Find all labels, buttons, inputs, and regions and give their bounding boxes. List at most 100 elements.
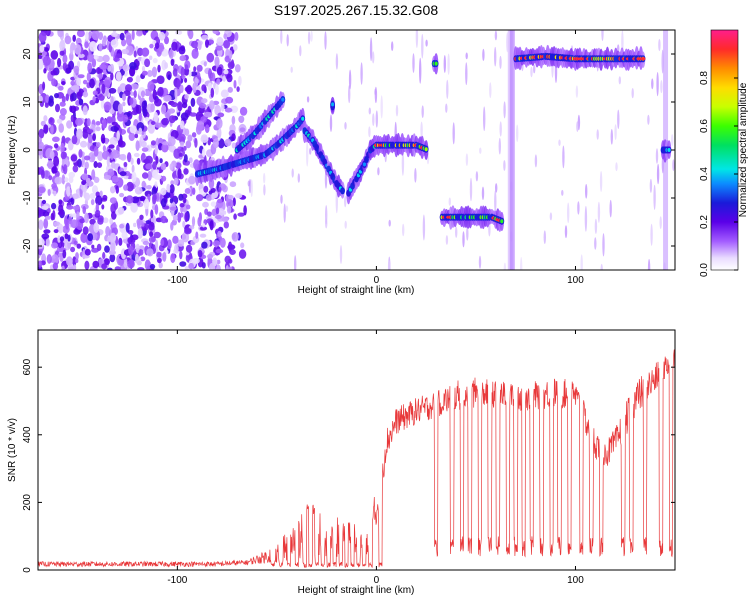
noise-blob: [231, 133, 236, 142]
noise-blob: [75, 117, 83, 126]
colorbar-gradient: [711, 30, 738, 270]
track-descent: [302, 120, 345, 199]
noise-streak: [344, 220, 347, 229]
noise-blob: [126, 181, 134, 192]
noise-streak: [658, 38, 661, 52]
noise-streak: [306, 141, 309, 167]
snr-y-label: SNR (10 * v/v): [7, 418, 18, 482]
noise-blob: [135, 253, 139, 264]
noise-blob: [227, 61, 235, 70]
noise-blob: [129, 125, 137, 134]
noise-blob: [224, 107, 233, 113]
noise-blob: [164, 36, 169, 45]
noise-blob: [101, 204, 105, 210]
noise-blob: [58, 123, 64, 133]
noise-blob: [142, 172, 149, 179]
noise-blob: [168, 49, 174, 59]
noise-blob: [38, 260, 43, 268]
noise-blob: [115, 71, 122, 82]
track-flat-minus14: [439, 205, 505, 232]
noise-blob: [178, 46, 186, 55]
noise-blob: [204, 124, 210, 133]
noise-streak: [615, 162, 618, 172]
noise-blob: [84, 192, 90, 201]
colorbar: 0.0 0.2 0.4 0.6 0.8 Normalized spectral ampl…: [699, 29, 749, 277]
noise-blob: [81, 173, 89, 180]
noise-streak: [503, 262, 507, 270]
noise-blob: [164, 62, 169, 69]
noise-streak: [558, 139, 561, 146]
noise-blob: [179, 203, 185, 208]
noise-blob: [77, 74, 85, 79]
noise-streak: [421, 105, 424, 118]
noise-blob: [64, 177, 69, 183]
noise-blob: [238, 115, 245, 124]
noise-blob: [215, 207, 220, 215]
noise-streak: [533, 64, 536, 74]
noise-blob: [111, 175, 119, 183]
noise-blob: [93, 176, 100, 183]
noise-streak: [631, 88, 634, 99]
noise-blob: [84, 155, 91, 161]
noise-blob: [172, 214, 178, 221]
noise-blob: [138, 111, 142, 122]
noise-blob: [110, 242, 116, 253]
noise-blob: [136, 218, 143, 226]
noise-blob: [74, 44, 82, 55]
noise-blob: [111, 211, 117, 220]
x-tick-label: 0: [374, 275, 380, 286]
noise-blob: [60, 151, 67, 160]
noise-streak: [651, 78, 654, 90]
noise-blob: [125, 34, 132, 46]
noise-blob: [64, 35, 72, 45]
noise-blob: [53, 229, 59, 234]
noise-blob: [141, 65, 146, 72]
noise-blob: [209, 262, 216, 270]
noise-blob: [179, 140, 185, 148]
noise-blob: [123, 161, 128, 168]
noise-streak: [575, 85, 579, 98]
noise-blob: [98, 32, 104, 40]
noise-blob: [148, 221, 155, 231]
noise-blob: [44, 102, 49, 108]
noise-blob: [71, 92, 77, 102]
noise-blob: [141, 70, 148, 76]
noise-blob: [54, 93, 59, 99]
noise-blob: [102, 54, 110, 63]
noise-blob: [41, 205, 49, 210]
noise-blob: [75, 258, 79, 264]
noise-blob: [119, 223, 125, 229]
noise-blob: [212, 30, 219, 35]
noise-blob: [53, 143, 59, 149]
noise-blob: [85, 31, 89, 41]
noise-blob: [230, 105, 239, 114]
noise-blob: [183, 145, 187, 151]
noise-streak: [530, 66, 533, 78]
noise-blob: [92, 133, 96, 142]
noise-blob: [216, 127, 222, 139]
noise-streak: [672, 159, 675, 172]
noise-blob: [225, 265, 229, 270]
noise-blob: [140, 90, 146, 98]
noise-blob: [110, 39, 119, 48]
noise-streak: [597, 201, 601, 223]
noise-streak: [391, 41, 394, 52]
noise-blob: [102, 145, 106, 152]
noise-blob: [184, 227, 192, 235]
noise-blob: [224, 138, 232, 147]
noise-blob: [91, 244, 95, 249]
noise-blob: [65, 219, 69, 230]
x-tick-label: -100: [167, 275, 187, 286]
noise-blob: [64, 233, 69, 240]
noise-streak: [309, 147, 312, 155]
noise-blob: [92, 185, 98, 195]
noise-streak: [425, 39, 428, 47]
noise-blob: [147, 122, 155, 134]
noise-blob: [86, 72, 91, 82]
noise-blob: [210, 201, 217, 207]
noise-blob: [194, 137, 198, 148]
noise-blob: [112, 30, 117, 33]
noise-blob: [201, 84, 207, 92]
noise-blob: [127, 76, 133, 83]
noise-blob: [178, 152, 183, 157]
